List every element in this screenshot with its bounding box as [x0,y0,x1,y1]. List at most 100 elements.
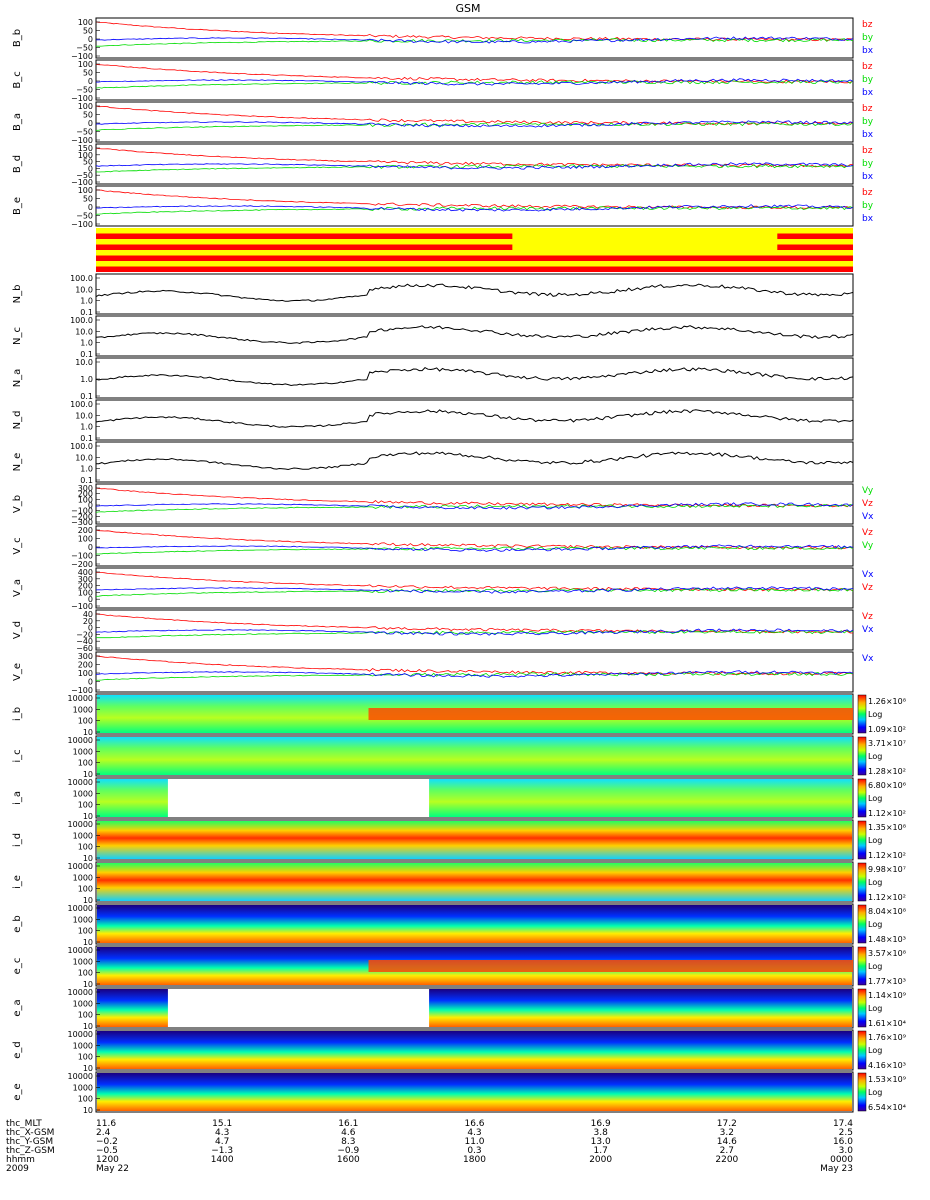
panel-frame [95,143,854,185]
density-line [95,366,854,387]
y-axis-label: B_e [12,197,23,215]
y-tick-label: 100 [78,1011,93,1020]
footer-value: 2.5 [839,1128,853,1138]
y-tick-label: −100 [71,552,93,561]
panel-n-d: 100.0 10.0 1.0 0.1 N_d [12,399,854,443]
colorbar [857,778,867,818]
legend-by: by [862,201,874,211]
footer-value: 11.6 [96,1119,116,1129]
colorbar-min-label: 1.28×10² [868,767,906,776]
y-axis-label: i_c [12,749,23,762]
y-axis-label: V_d [12,621,23,639]
panel-i-d: 1.35×10⁸ 1.12×10² Log 10000 1000 100 10 i_d [12,819,906,863]
footer-value: 2200 [715,1155,738,1165]
footer-value: 1400 [211,1155,234,1165]
flag-band [96,266,853,272]
series-bx-line [95,628,854,636]
panel-frame [95,567,854,609]
colorbar [857,862,867,902]
footer-value: 0000 [830,1155,853,1165]
series-bx-line [95,586,854,594]
legend-bz: bz [862,104,873,114]
footer-value: May 23 [820,1164,853,1174]
y-axis-label: B_d [12,155,23,173]
footer-value: 15.1 [212,1119,232,1129]
footer-row-label: thc_Y-GSM [6,1137,53,1147]
series-by-line [95,122,854,131]
y-tick-label: 0 [88,501,93,510]
legend-by: by [862,33,874,43]
y-tick-label: 10 [83,1064,93,1073]
y-tick-label: 100 [78,588,93,597]
y-tick-label: 150 [78,144,93,153]
y-tick-label: 100 [78,843,93,852]
y-axis-label: V_b [12,495,23,513]
spectrogram-band [368,960,853,972]
y-tick-label: −200 [71,560,93,569]
y-tick-label: 0 [88,35,93,44]
footer-value: 3.0 [839,1146,854,1156]
colorbar-scale-label: Log [868,710,882,719]
colorbar [857,1030,867,1070]
y-tick-label: −100 [71,178,93,187]
y-tick-label: 0 [88,595,93,604]
series-bx-line [95,502,854,510]
colorbar-max-label: 6.80×10⁶ [868,781,906,790]
colorbar-scale-label: Log [868,836,882,845]
colorbar [857,694,867,734]
y-tick-label: 100 [78,60,93,69]
colorbar-max-label: 8.04×10⁸ [868,907,906,916]
y-tick-label: 100 [78,1053,93,1062]
y-tick-label: 1000 [73,747,93,756]
footer-row-label: thc_MLT [6,1119,42,1129]
y-tick-label: 100.0 [70,274,93,283]
y-axis-label: V_a [12,579,23,597]
spectrogram-fill [97,1031,852,1069]
panel-frame [95,399,854,441]
footer-value: 1.7 [594,1146,608,1156]
series-by-line [95,588,854,597]
y-tick-label: 10 [83,896,93,905]
spectrogram-band [368,708,853,720]
y-tick-label: 100 [78,927,93,936]
y-axis-label: N_d [12,411,23,430]
footer-row-label: thc_Z-GSM [6,1146,55,1156]
legend-vz: Vz [862,612,873,622]
colorbar-scale-label: Log [868,1088,882,1097]
footer-value: 3.2 [720,1128,734,1138]
footer-value: 2.4 [96,1128,111,1138]
series-bz-line [95,105,854,126]
panel-frame [95,483,854,525]
legend-vz: Vz [862,583,873,593]
panel-i-b: 1.26×10⁸ 1.09×10² Log 10000 1000 100 10 i_b [12,693,906,737]
y-tick-label: 10000 [68,1072,93,1081]
flag-gap [512,244,778,250]
series-by-line [95,164,854,173]
colorbar-scale-label: Log [868,794,882,803]
footer-row-label: 2009 [6,1164,29,1174]
series-by-line [95,629,854,639]
series-bz-line [95,529,854,550]
legend-by: by [862,75,874,85]
y-tick-label: 10 [83,938,93,947]
series-bx-line [95,544,854,552]
y-tick-label: 10 [83,812,93,821]
y-tick-label: 0 [88,203,93,212]
y-tick-label: 100 [78,717,93,726]
y-axis-label: i_b [12,707,23,721]
colorbar-scale-label: Log [868,752,882,761]
colorbar-min-label: 1.09×10² [868,725,906,734]
legend-bz: bz [862,20,873,30]
y-tick-label: 50 [83,27,93,36]
y-tick-label: −40 [76,637,93,646]
legend-vx: Vx [862,654,874,664]
y-tick-label: 100 [78,535,93,544]
y-tick-label: 0.1 [80,476,93,485]
y-tick-label: 100.0 [70,400,93,409]
colorbar-min-label: 1.12×10² [868,809,906,818]
footer-value: 8.3 [341,1137,355,1147]
y-tick-label: 0 [88,164,93,173]
